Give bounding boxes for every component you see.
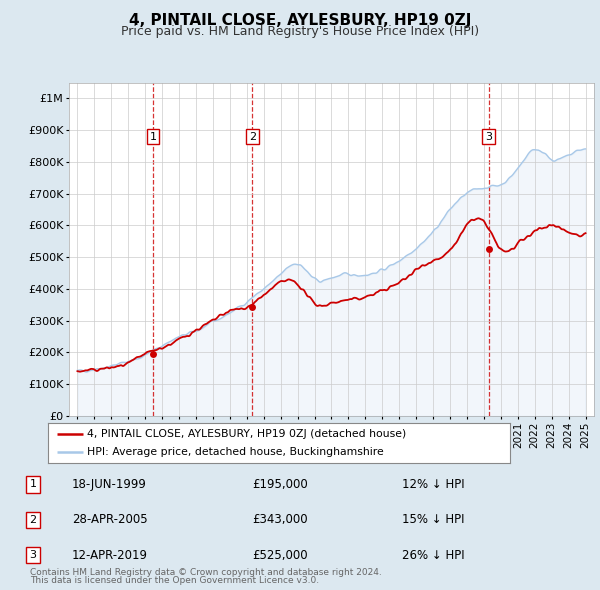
Text: Price paid vs. HM Land Registry's House Price Index (HPI): Price paid vs. HM Land Registry's House …	[121, 25, 479, 38]
Text: 12% ↓ HPI: 12% ↓ HPI	[402, 478, 464, 491]
Text: 3: 3	[29, 550, 37, 560]
Text: This data is licensed under the Open Government Licence v3.0.: This data is licensed under the Open Gov…	[30, 576, 319, 585]
Text: HPI: Average price, detached house, Buckinghamshire: HPI: Average price, detached house, Buck…	[87, 447, 384, 457]
Text: 4, PINTAIL CLOSE, AYLESBURY, HP19 0ZJ (detached house): 4, PINTAIL CLOSE, AYLESBURY, HP19 0ZJ (d…	[87, 429, 407, 439]
Text: £195,000: £195,000	[252, 478, 308, 491]
Text: 12-APR-2019: 12-APR-2019	[72, 549, 148, 562]
Text: £525,000: £525,000	[252, 549, 308, 562]
Text: 1: 1	[149, 132, 157, 142]
Text: 15% ↓ HPI: 15% ↓ HPI	[402, 513, 464, 526]
Text: £343,000: £343,000	[252, 513, 308, 526]
Text: 26% ↓ HPI: 26% ↓ HPI	[402, 549, 464, 562]
Text: 2: 2	[29, 515, 37, 525]
Text: 18-JUN-1999: 18-JUN-1999	[72, 478, 147, 491]
Text: 4, PINTAIL CLOSE, AYLESBURY, HP19 0ZJ: 4, PINTAIL CLOSE, AYLESBURY, HP19 0ZJ	[129, 13, 471, 28]
Text: 28-APR-2005: 28-APR-2005	[72, 513, 148, 526]
Text: 3: 3	[485, 132, 492, 142]
Text: Contains HM Land Registry data © Crown copyright and database right 2024.: Contains HM Land Registry data © Crown c…	[30, 568, 382, 577]
Text: 1: 1	[29, 480, 37, 489]
Text: 2: 2	[248, 132, 256, 142]
